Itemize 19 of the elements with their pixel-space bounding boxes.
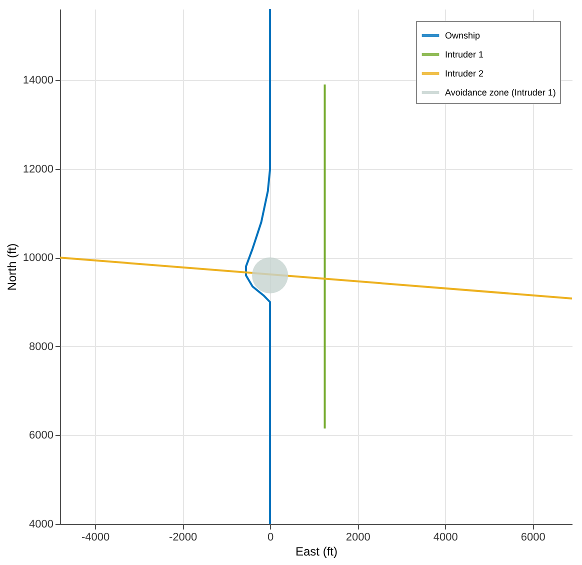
legend-label: Avoidance zone (Intruder 1) [445, 88, 556, 98]
y-tick-label: 10000 [22, 252, 54, 264]
legend-label: Ownship [445, 30, 480, 40]
y-tick-label: 8000 [29, 340, 54, 353]
x-tick-label: -2000 [168, 532, 198, 544]
x-tick-label: 0 [267, 532, 274, 544]
legend-label: Intruder 1 [445, 50, 484, 60]
line-series [244, 8, 272, 525]
x-tick-label: 2000 [346, 532, 370, 544]
x-axis-title: East (ft) [295, 544, 338, 558]
y-tick-label: 4000 [29, 518, 54, 530]
y-axis-title: North (ft) [4, 243, 19, 291]
x-tick-label: -4000 [81, 532, 110, 544]
y-tick-label: 12000 [22, 163, 54, 176]
x-tick-label: 4000 [433, 532, 458, 544]
x-tick-label: 6000 [520, 532, 546, 544]
legend-label: Intruder 2 [445, 68, 484, 78]
y-tick-label: 6000 [29, 430, 54, 442]
y-tick-label: 14000 [22, 74, 54, 87]
